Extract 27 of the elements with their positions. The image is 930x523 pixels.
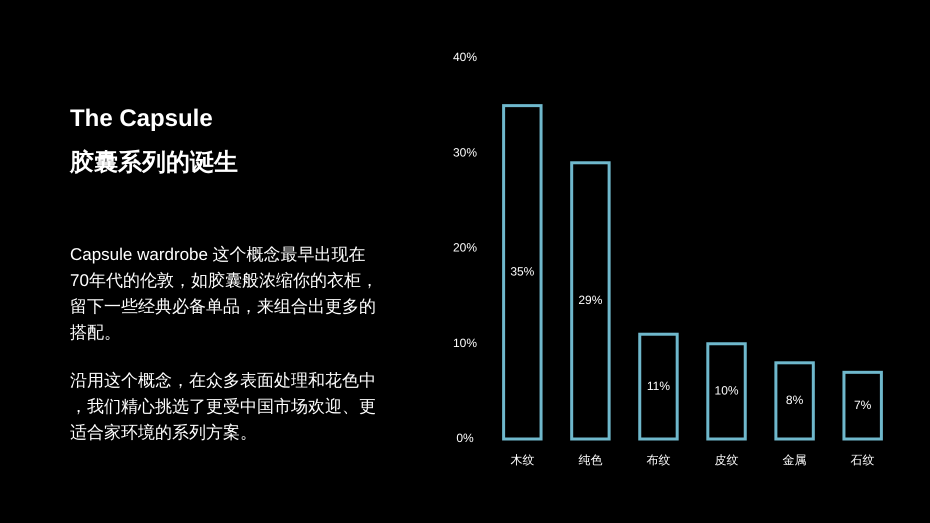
data-label: 8% <box>786 393 804 408</box>
bar <box>638 332 679 440</box>
bar <box>774 361 815 440</box>
y-tick-label: 20% <box>452 240 478 255</box>
text: 沿用这个概念，在众多表面处理和花色中，我们精心挑选了更受中国市场欢迎、更适合家环境的系列方案。 <box>70 371 376 442</box>
text: The Capsule <box>70 105 213 132</box>
data-label: 7% <box>854 398 872 412</box>
data-label: 10% <box>714 384 739 398</box>
data-label: 11% <box>646 378 670 393</box>
bar <box>842 370 883 440</box>
y-tick-label: 40% <box>452 50 478 64</box>
y-tick-label: 10% <box>452 336 478 350</box>
bar <box>502 104 543 440</box>
x-tick-label: 皮纹 <box>714 453 739 467</box>
x-tick-label: 纯色 <box>578 453 602 467</box>
x-tick-label: 金属 <box>782 453 807 467</box>
text: Capsule wardrobe 这个概念最早出现在70年代的伦敦，如胶囊般浓缩你的衣柜，留下一些经典必备单品，来组合出更多的搭配。 <box>70 245 378 342</box>
y-tick-label: 30% <box>452 145 478 160</box>
x-tick-label: 石纹 <box>850 453 875 467</box>
text: 胶囊系列的诞生 <box>69 149 238 176</box>
data-label: 35% <box>510 264 535 278</box>
x-tick-label: 木纹 <box>510 453 534 467</box>
bar <box>570 161 611 440</box>
bar <box>706 342 747 440</box>
y-tick-label: 0% <box>456 431 474 446</box>
x-tick-label: 布纹 <box>646 453 670 467</box>
data-label: 29% <box>578 293 603 308</box>
